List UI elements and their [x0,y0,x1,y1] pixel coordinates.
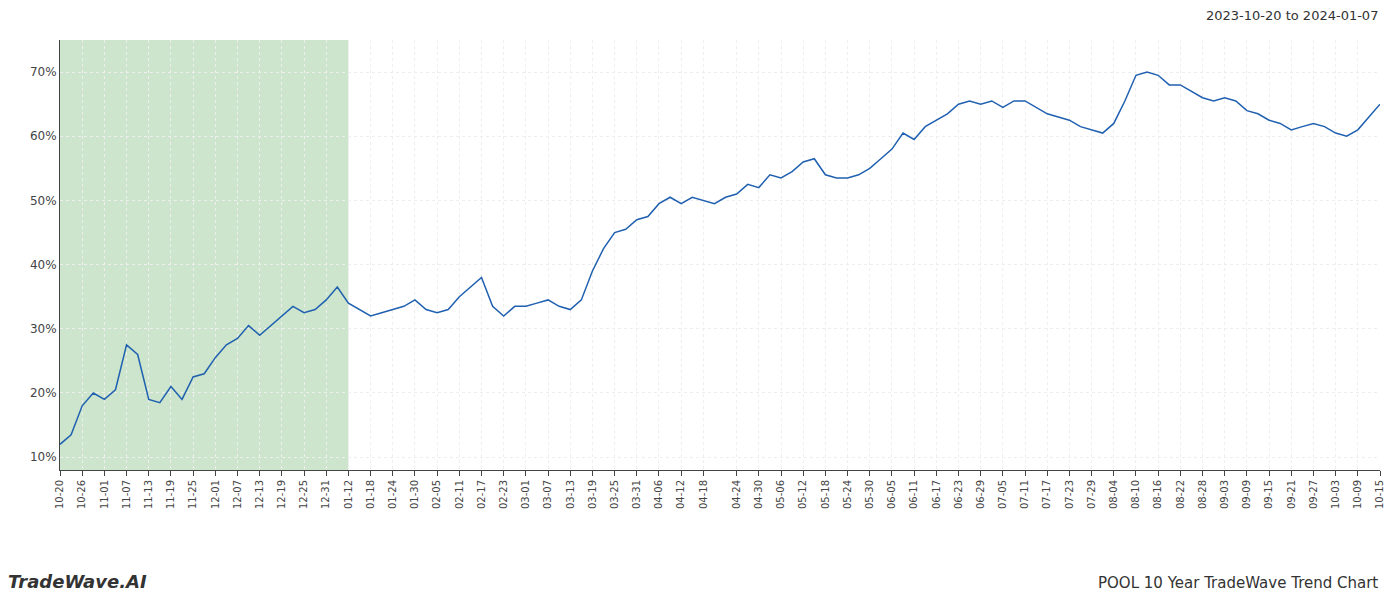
svg-text:02-23: 02-23 [498,480,509,509]
svg-text:12-01: 12-01 [210,480,221,509]
svg-text:30%: 30% [30,322,57,336]
svg-text:POOL 10 Year TradeWave Trend C: POOL 10 Year TradeWave Trend Chart [1098,574,1378,592]
svg-text:06-05: 06-05 [886,480,897,509]
svg-text:08-28: 08-28 [1197,480,1208,509]
svg-text:07-17: 07-17 [1041,480,1052,509]
svg-text:03-25: 03-25 [609,480,620,509]
svg-text:10-20: 10-20 [54,480,65,509]
svg-text:10-26: 10-26 [76,480,87,509]
svg-text:03-13: 03-13 [565,480,576,509]
svg-text:10-15: 10-15 [1374,480,1385,509]
svg-text:03-07: 03-07 [542,480,553,509]
svg-text:01-24: 01-24 [387,480,398,509]
svg-text:10%: 10% [30,450,57,464]
svg-text:TradeWave.AI: TradeWave.AI [8,571,147,592]
svg-text:01-12: 01-12 [343,480,354,509]
svg-text:04-30: 04-30 [753,480,764,509]
svg-text:10-09: 10-09 [1352,480,1363,509]
svg-text:03-19: 03-19 [587,480,598,509]
svg-text:50%: 50% [30,194,57,208]
svg-text:04-18: 04-18 [698,480,709,509]
svg-text:12-19: 12-19 [276,480,287,509]
svg-text:05-06: 05-06 [775,480,786,509]
svg-text:02-17: 02-17 [476,480,487,509]
svg-text:05-12: 05-12 [797,480,808,509]
svg-text:11-01: 11-01 [99,480,110,509]
svg-text:08-10: 08-10 [1130,480,1141,509]
svg-text:01-18: 01-18 [365,480,376,509]
svg-text:06-23: 06-23 [953,480,964,509]
svg-text:04-06: 04-06 [653,480,664,509]
svg-text:02-05: 02-05 [431,480,442,509]
svg-text:02-11: 02-11 [454,480,465,509]
svg-text:05-30: 05-30 [864,480,875,509]
svg-text:06-11: 06-11 [908,480,919,509]
svg-text:12-25: 12-25 [298,480,309,509]
svg-text:04-12: 04-12 [675,480,686,509]
svg-text:11-13: 11-13 [143,480,154,509]
svg-text:09-15: 09-15 [1263,480,1274,509]
svg-text:11-25: 11-25 [187,480,198,509]
svg-text:40%: 40% [30,258,57,272]
svg-text:06-17: 06-17 [931,480,942,509]
svg-text:10-03: 10-03 [1330,480,1341,509]
svg-text:09-21: 09-21 [1286,480,1297,509]
svg-text:05-24: 05-24 [842,480,853,509]
svg-text:20%: 20% [30,386,57,400]
svg-text:12-13: 12-13 [254,480,265,509]
svg-text:04-24: 04-24 [731,480,742,509]
svg-text:60%: 60% [30,129,57,143]
svg-text:09-09: 09-09 [1241,480,1252,509]
svg-text:05-18: 05-18 [820,480,831,509]
svg-text:09-27: 09-27 [1308,480,1319,509]
svg-text:70%: 70% [30,65,57,79]
svg-text:07-23: 07-23 [1064,480,1075,509]
svg-text:08-22: 08-22 [1175,480,1186,509]
svg-text:2023-10-20 to 2024-01-07: 2023-10-20 to 2024-01-07 [1206,8,1378,23]
svg-text:07-11: 07-11 [1019,480,1030,509]
svg-text:08-16: 08-16 [1152,480,1163,509]
svg-text:08-04: 08-04 [1108,480,1119,509]
svg-text:11-07: 11-07 [121,480,132,509]
svg-text:07-05: 07-05 [997,480,1008,509]
svg-text:12-31: 12-31 [320,480,331,509]
svg-text:01-30: 01-30 [409,480,420,509]
svg-text:03-31: 03-31 [631,480,642,509]
svg-text:11-19: 11-19 [165,480,176,509]
svg-text:12-07: 12-07 [232,480,243,509]
svg-text:09-03: 09-03 [1219,480,1230,509]
svg-text:07-29: 07-29 [1086,480,1097,509]
svg-text:06-29: 06-29 [975,480,986,509]
svg-text:03-01: 03-01 [520,480,531,509]
